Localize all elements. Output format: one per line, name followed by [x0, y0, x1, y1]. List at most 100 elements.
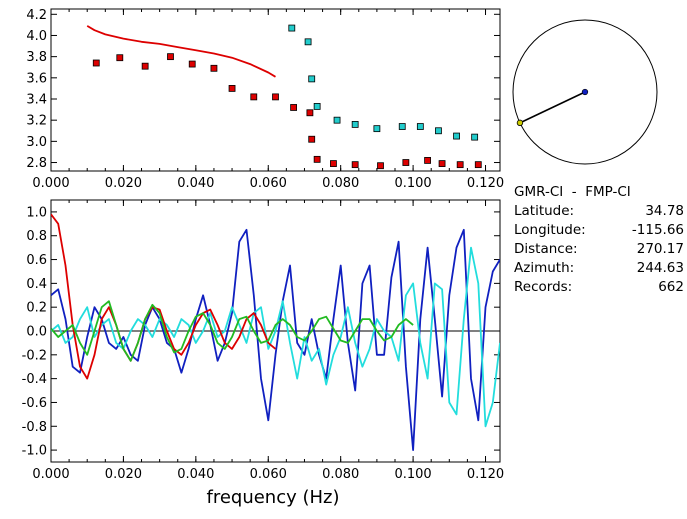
y-tick-label: 0.0	[26, 325, 47, 340]
y-tick-label: 0.8	[26, 229, 47, 244]
series-2-line	[51, 213, 277, 380]
distance-label: Distance:	[514, 241, 578, 257]
x-tick-label: 0.040	[177, 467, 214, 482]
distance-value: 270.17	[636, 241, 684, 257]
series-1-point	[92, 59, 100, 67]
series-1-point	[402, 159, 410, 166]
y-tick-label: 3.8	[26, 50, 47, 65]
y-tick-label: 3.2	[26, 114, 47, 129]
x-tick-label: 0.040	[177, 176, 214, 191]
series-1-point	[228, 85, 236, 92]
y-tick-label: 3.6	[26, 71, 47, 86]
x-tick-label: 0.080	[322, 467, 359, 482]
series-1-point	[272, 93, 279, 101]
longitude-value: -115.66	[631, 222, 684, 238]
series-2-point	[435, 127, 442, 135]
event-marker	[516, 119, 524, 127]
series-1-point	[377, 162, 384, 170]
x-tick-label: 0.000	[32, 176, 69, 191]
y-tick-label: -0.8	[22, 420, 47, 435]
series-2-point	[351, 121, 359, 128]
azimuth-row: Azimuth: 244.63	[514, 259, 684, 278]
series-1-line	[51, 246, 500, 428]
series-0-line	[51, 228, 500, 452]
station-marker	[581, 88, 589, 96]
series-1-point	[306, 109, 314, 117]
records-value: 662	[658, 279, 684, 295]
series-1-point	[351, 161, 359, 169]
series-0-line	[86, 25, 276, 78]
x-axis-label: frequency (Hz)	[206, 487, 339, 508]
records-label: Records:	[514, 279, 573, 295]
series-2-point	[471, 133, 479, 141]
dispersion-panel: 0.000 0.020 0.040 0.060 0.080 0.100 0.120 2.8 3.…	[26, 8, 504, 191]
y-tick-label: -0.4	[22, 372, 47, 387]
series-1-point	[313, 155, 321, 163]
series-2-point	[333, 116, 341, 124]
series-1-point	[290, 104, 298, 111]
series-1-point	[167, 53, 174, 61]
azimuth-line	[519, 91, 586, 124]
y-tick-label: 4.0	[26, 29, 47, 44]
latitude-value: 34.78	[645, 203, 684, 219]
azimuth-circle	[512, 19, 658, 165]
x-tick-label: 0.020	[105, 176, 142, 191]
azimuth-circle-panel	[512, 19, 658, 165]
series-1-point	[424, 157, 431, 164]
series-1-point	[116, 54, 124, 62]
series-2-point	[313, 103, 321, 110]
azimuth-label: Azimuth:	[514, 260, 575, 276]
x-tick-label: 0.100	[394, 467, 431, 482]
y-tick-label: 3.4	[26, 93, 47, 108]
y-tick-label: -1.0	[22, 444, 47, 459]
series-1-point	[474, 161, 482, 169]
series-2-point	[398, 123, 406, 130]
x-tick-label: 0.120	[467, 467, 504, 482]
series-1-point	[188, 60, 196, 68]
plot-area	[86, 24, 482, 170]
longitude-row: Longitude: -115.66	[514, 221, 684, 240]
series-2-point	[308, 75, 316, 83]
plot-frame	[50, 8, 501, 172]
series-2-point	[288, 24, 296, 32]
series-2-point	[416, 123, 424, 130]
plot-area	[51, 213, 500, 452]
latitude-row: Latitude: 34.78	[514, 202, 684, 221]
y-tick-label: 0.4	[26, 277, 47, 292]
x-tick-label: 0.020	[105, 467, 142, 482]
series-3-line	[51, 300, 414, 362]
series-2-point	[453, 132, 460, 140]
y-tick-label: 4.2	[26, 8, 47, 23]
y-tick-label: 0.6	[26, 253, 47, 268]
series-1-point	[438, 160, 446, 167]
y-tick-label: 3.0	[26, 135, 47, 150]
series-1-point	[308, 135, 316, 143]
records-row: Records: 662	[514, 278, 684, 297]
latitude-label: Latitude:	[514, 203, 575, 219]
correlation-panel: 0.000 0.020 0.040 0.060 0.080 0.100 0.120 -1.0 -…	[22, 199, 504, 482]
station-pair: GMR-CI - FMP-CI	[514, 184, 631, 200]
x-tick-label: 0.080	[322, 176, 359, 191]
azimuth-value: 244.63	[636, 260, 684, 276]
series-1-point	[141, 62, 149, 70]
y-tick-label: 2.8	[26, 156, 47, 171]
y-tick-label: 1.0	[26, 205, 47, 220]
station-info: GMR-CI - FMP-CI Latitude: 34.78 Longitud…	[514, 183, 684, 297]
y-tick-label: 0.2	[26, 301, 47, 316]
series-1-point	[456, 161, 464, 169]
x-tick-label: 0.060	[250, 176, 287, 191]
x-tick-label: 0.000	[32, 467, 69, 482]
y-tick-label: -0.2	[22, 348, 47, 363]
series-2-point	[304, 38, 312, 46]
x-tick-label: 0.100	[394, 176, 431, 191]
series-1-point	[210, 64, 218, 72]
distance-row: Distance: 270.17	[514, 240, 684, 259]
series-1-point	[250, 93, 258, 101]
series-2-point	[373, 125, 381, 133]
series-1-point	[330, 160, 337, 167]
x-tick-label: 0.120	[467, 176, 504, 191]
y-tick-label: -0.6	[22, 396, 47, 411]
longitude-label: Longitude:	[514, 222, 586, 238]
x-tick-label: 0.060	[250, 467, 287, 482]
